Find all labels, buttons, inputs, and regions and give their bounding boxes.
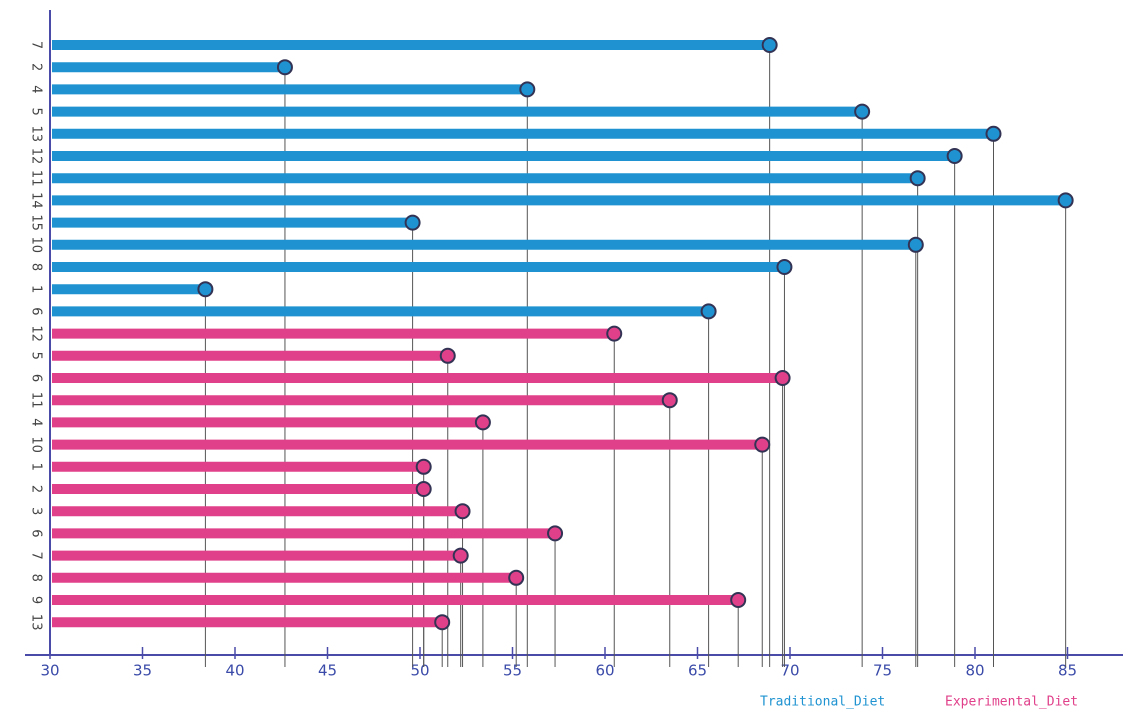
y-tick-label: 10 xyxy=(29,237,44,254)
y-tick-label: 8 xyxy=(29,574,44,582)
y-tick-label: 7 xyxy=(29,551,44,559)
y-tick-label: 2 xyxy=(29,63,44,71)
y-tick-label: 1 xyxy=(29,463,44,471)
dot xyxy=(909,170,926,187)
dot xyxy=(474,414,491,431)
dot xyxy=(606,325,623,342)
y-tick-label: 14 xyxy=(29,192,44,209)
y-tick-label: 11 xyxy=(29,392,44,409)
y-tick-label: 9 xyxy=(29,596,44,604)
dot xyxy=(415,458,432,475)
dot xyxy=(776,259,793,275)
dot xyxy=(907,236,924,253)
x-tick-label: 50 xyxy=(410,662,429,680)
y-tick-label: 10 xyxy=(29,436,44,453)
y-tick-label: 6 xyxy=(29,307,44,315)
y-tick-label: 11 xyxy=(29,170,44,187)
dot xyxy=(197,281,214,298)
x-tick-label: 60 xyxy=(595,662,614,680)
dot xyxy=(454,503,471,520)
dot xyxy=(404,214,421,231)
y-tick-label: 4 xyxy=(29,418,44,426)
dot xyxy=(434,614,451,631)
x-tick-label: 80 xyxy=(965,662,984,680)
dot xyxy=(730,592,747,608)
dot xyxy=(547,525,564,542)
legend-label: Experimental_Diet xyxy=(945,695,1078,710)
dot xyxy=(519,81,536,98)
dot xyxy=(754,436,771,453)
y-tick-label: 13 xyxy=(29,126,44,143)
dot xyxy=(452,547,469,564)
x-tick-label: 55 xyxy=(503,662,522,680)
x-tick-label: 40 xyxy=(225,662,244,680)
x-tick-label: 75 xyxy=(873,662,892,680)
x-tick-label: 45 xyxy=(318,662,337,680)
y-tick-label: 15 xyxy=(29,214,44,231)
y-tick-label: 3 xyxy=(29,507,44,515)
dot xyxy=(985,125,1002,142)
dot xyxy=(854,103,871,120)
dot xyxy=(415,481,432,497)
legend-label: Traditional_Diet xyxy=(760,695,885,710)
x-tick-label: 70 xyxy=(780,662,799,680)
y-tick-label: 13 xyxy=(29,614,44,631)
dot xyxy=(439,347,456,364)
x-tick-label: 30 xyxy=(40,662,59,680)
dot xyxy=(276,59,293,76)
x-tick-label: 85 xyxy=(1058,662,1077,680)
dot xyxy=(508,569,525,586)
y-tick-label: 12 xyxy=(29,325,44,342)
y-tick-label: 5 xyxy=(29,352,44,360)
y-tick-label: 8 xyxy=(29,263,44,271)
y-tick-label: 12 xyxy=(29,148,44,165)
y-tick-label: 7 xyxy=(29,41,44,49)
dot xyxy=(1057,192,1074,209)
dot xyxy=(700,303,717,320)
dot xyxy=(946,148,963,164)
y-tick-label: 6 xyxy=(29,529,44,537)
x-tick-label: 65 xyxy=(688,662,707,680)
y-tick-label: 6 xyxy=(29,374,44,382)
y-tick-label: 2 xyxy=(29,485,44,493)
dot xyxy=(661,392,678,409)
dot xyxy=(761,37,778,53)
x-tick-label: 35 xyxy=(133,662,152,680)
y-tick-label: 5 xyxy=(29,107,44,115)
y-tick-label: 4 xyxy=(29,85,44,93)
dot xyxy=(774,370,791,386)
y-tick-label: 1 xyxy=(29,285,44,293)
